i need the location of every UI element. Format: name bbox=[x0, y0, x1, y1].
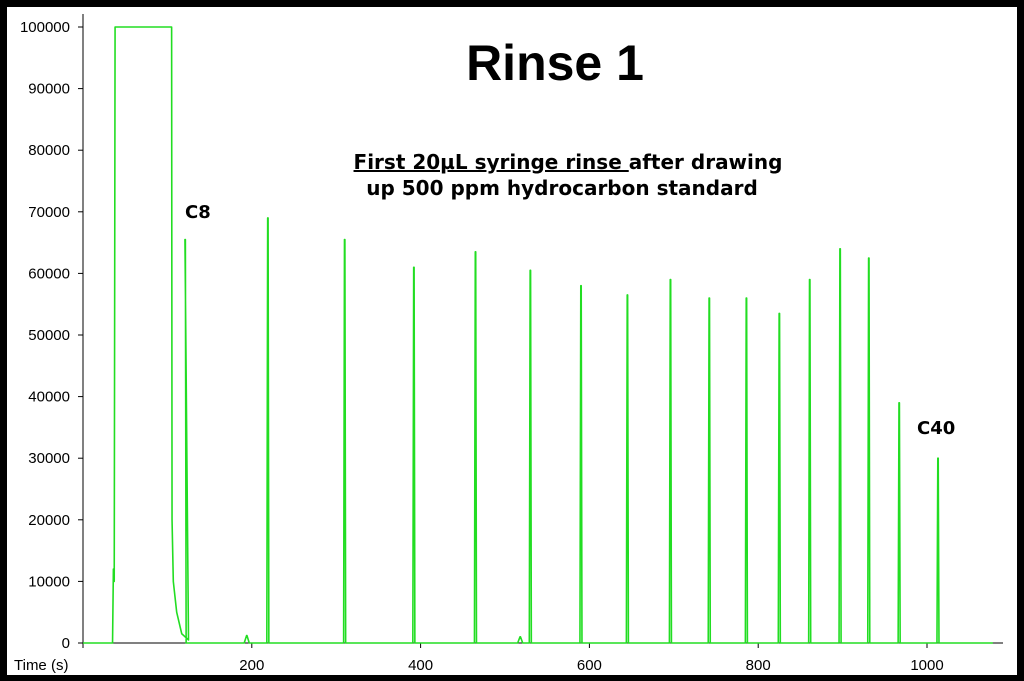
y-tick-label: 0 bbox=[62, 635, 70, 652]
y-tick-label: 40000 bbox=[28, 389, 70, 406]
axes bbox=[82, 14, 1003, 644]
x-axis-ticks: 200 400 600 800 1000 bbox=[82, 643, 944, 674]
signal-line bbox=[83, 26, 993, 644]
x-tick-label: 1000 bbox=[910, 657, 943, 674]
subtitle-underlined: First 20µL syringe rinse bbox=[354, 150, 629, 174]
x-tick-label: 600 bbox=[577, 657, 602, 674]
y-tick-label: 20000 bbox=[28, 512, 70, 529]
y-tick-label: 10000 bbox=[28, 573, 70, 590]
y-tick-label: 50000 bbox=[28, 327, 70, 344]
y-tick-label: 100000 bbox=[20, 19, 70, 36]
x-tick-label: 800 bbox=[746, 657, 771, 674]
plot-background bbox=[7, 7, 1017, 675]
y-tick-label: 80000 bbox=[28, 142, 70, 159]
y-tick-label: 70000 bbox=[28, 204, 70, 221]
chart-title: Rinse 1 bbox=[466, 35, 644, 91]
x-axis-title: Time (s) bbox=[14, 657, 68, 674]
y-axis-ticks: 0 10000 20000 30000 40000 50000 60000 70000 8000… bbox=[20, 19, 83, 652]
subtitle-line-1: First 20µL syringe rinse after drawing bbox=[354, 150, 783, 174]
signal-trace bbox=[83, 26, 993, 644]
y-tick-label: 30000 bbox=[28, 450, 70, 467]
annotation-c8: C8 bbox=[185, 202, 211, 223]
annotation-c40: C40 bbox=[917, 418, 955, 439]
subtitle-rest: after drawing bbox=[629, 150, 783, 174]
x-tick-label: 400 bbox=[408, 657, 433, 674]
y-tick-label: 60000 bbox=[28, 265, 70, 282]
y-tick-label: 90000 bbox=[28, 81, 70, 98]
x-tick-label: 200 bbox=[239, 657, 264, 674]
subtitle-line-2: up 500 ppm hydrocarbon standard bbox=[366, 176, 758, 200]
